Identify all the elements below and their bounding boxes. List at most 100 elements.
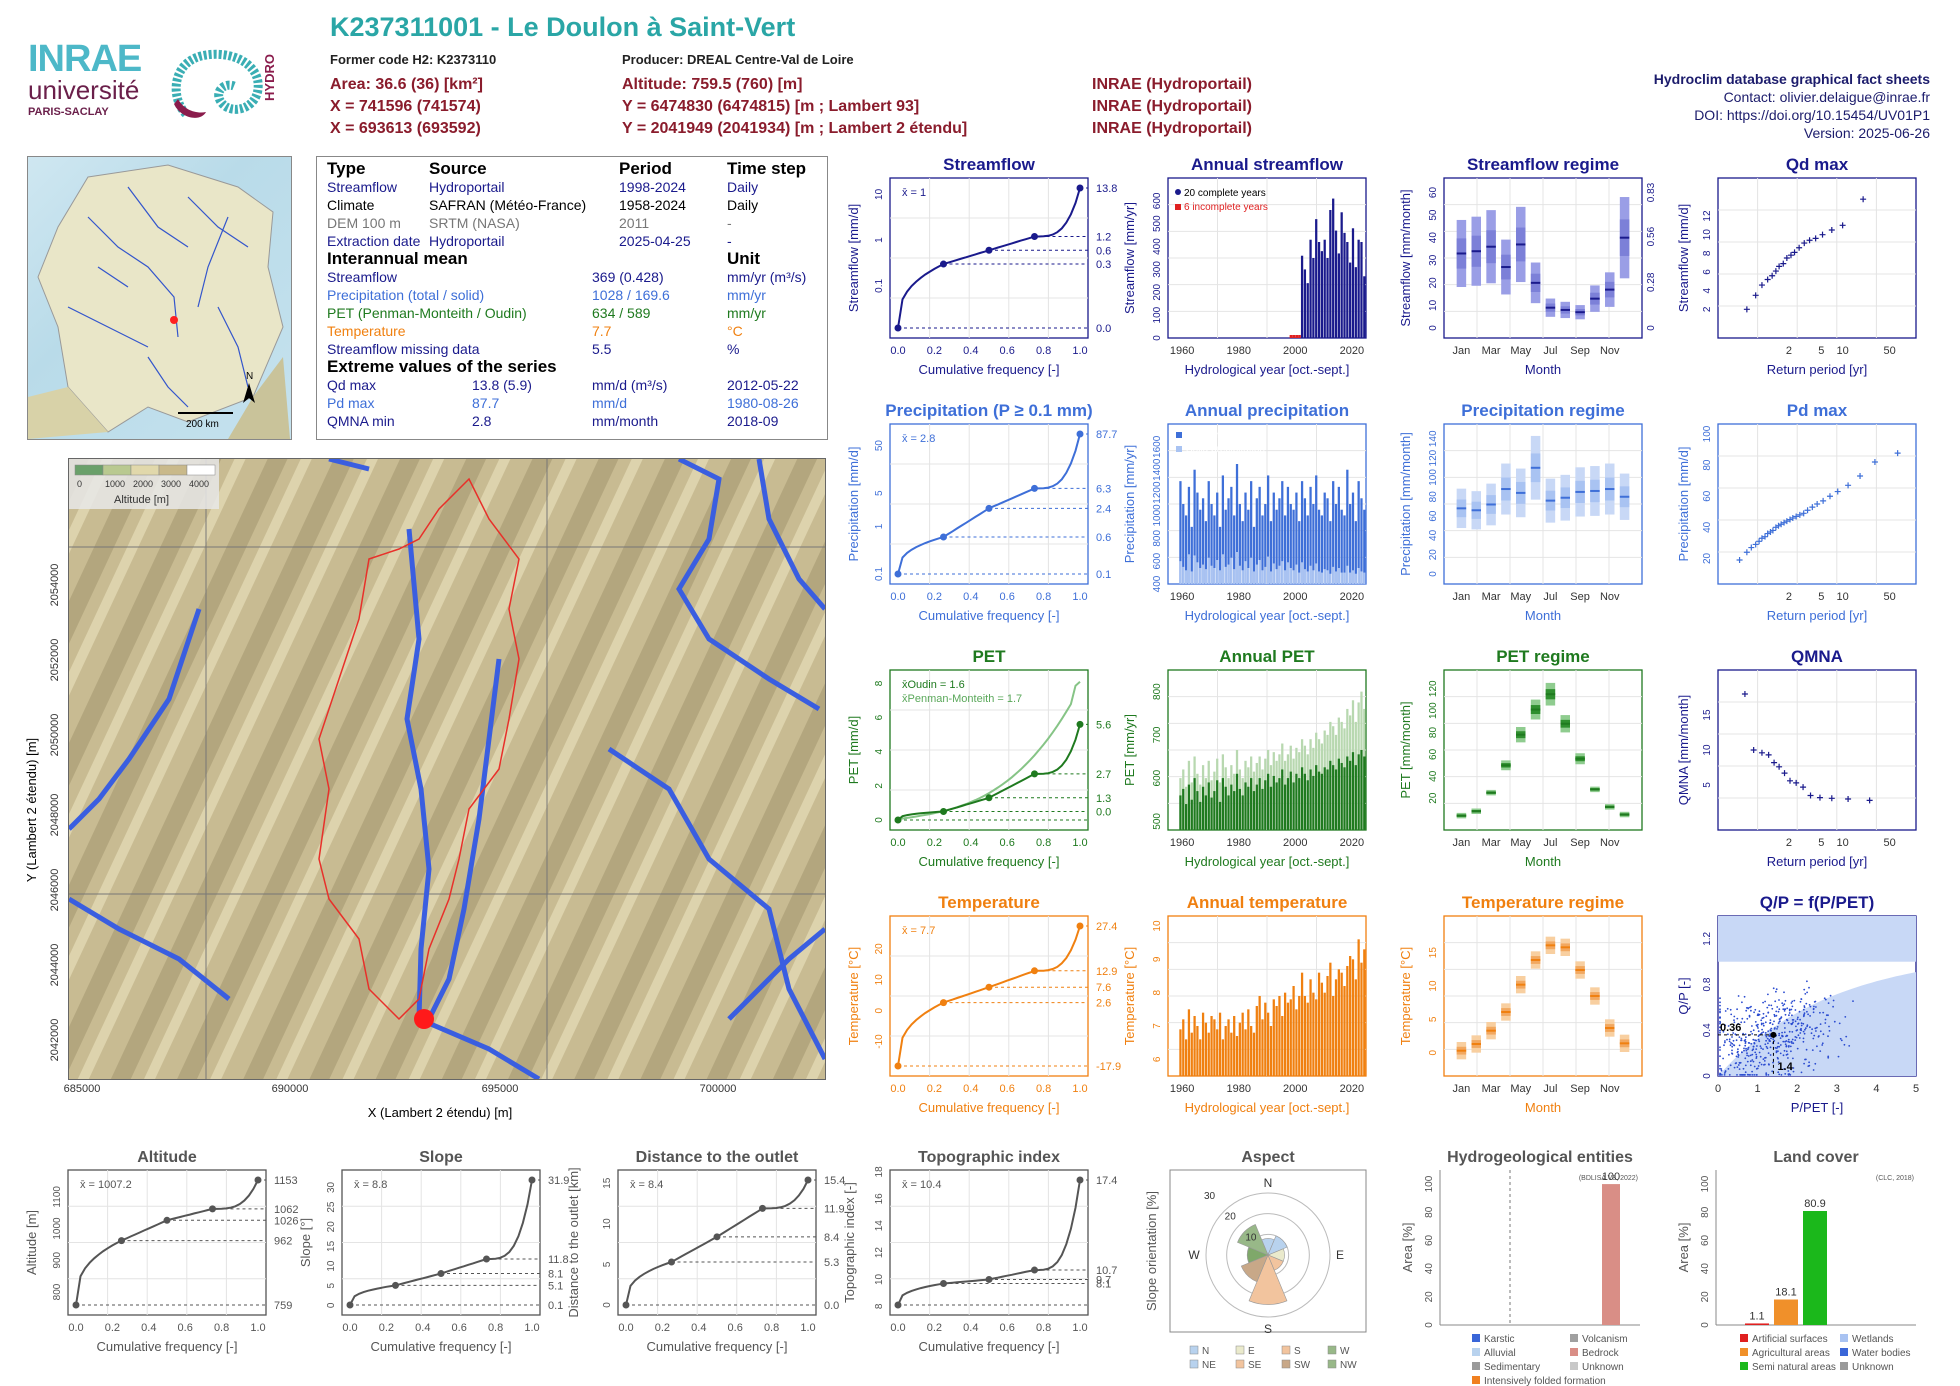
qp-point bbox=[1803, 1032, 1806, 1035]
annual-bar-total bbox=[1199, 509, 1202, 584]
table-head-type: Type bbox=[327, 159, 366, 178]
qp-point bbox=[1748, 1014, 1751, 1017]
chart-title: Land cover bbox=[1773, 1149, 1858, 1166]
annual-bar bbox=[1292, 986, 1295, 1076]
qp-point bbox=[1788, 1012, 1791, 1014]
y-tick-label: 15 bbox=[602, 1177, 613, 1189]
extreme-qd-date: 2012-05-22 bbox=[727, 377, 799, 393]
annual-bar-solid bbox=[1267, 556, 1270, 584]
y-axis-label: Temperature [°C] bbox=[1398, 947, 1413, 1045]
category-bar bbox=[1602, 1184, 1620, 1325]
annual-bar-total bbox=[1309, 486, 1312, 584]
y-tick-label: -10 bbox=[874, 1034, 885, 1049]
qp-point bbox=[1719, 1008, 1721, 1011]
qp-point bbox=[1802, 1040, 1805, 1043]
annual-bar-total bbox=[1252, 526, 1256, 584]
y-tick-label: 500 bbox=[1152, 215, 1163, 232]
annual-bar bbox=[1179, 1029, 1182, 1076]
x-axis-label: Cumulative frequency [-] bbox=[371, 1339, 512, 1354]
qp-point bbox=[1812, 1037, 1815, 1040]
qp-point bbox=[1743, 1047, 1745, 1050]
qp-point bbox=[1753, 1074, 1756, 1076]
row-streamflow-source: Hydroportail bbox=[429, 179, 505, 195]
aspect-sector bbox=[1237, 1224, 1269, 1256]
return-period-point bbox=[1758, 535, 1765, 542]
annual-bar-total bbox=[1343, 515, 1346, 584]
annual-bar-total bbox=[1340, 509, 1343, 584]
x-tick-label: Sep bbox=[1570, 837, 1590, 849]
return-period-point bbox=[1752, 292, 1759, 299]
annual-bar bbox=[1309, 979, 1312, 1076]
map-y-tick: 2044000 bbox=[49, 944, 61, 987]
qp-point bbox=[1844, 1016, 1847, 1018]
france-river bbox=[217, 306, 249, 388]
annual-bar bbox=[1275, 1006, 1278, 1076]
annual-bar-solid bbox=[1210, 565, 1213, 584]
qp-point bbox=[1804, 1027, 1807, 1030]
row-streamflow-type: Streamflow bbox=[327, 179, 398, 195]
qp-point bbox=[1790, 1008, 1793, 1011]
annual-bar bbox=[1182, 1019, 1185, 1076]
x-tick-label: 1.0 bbox=[800, 1322, 815, 1334]
x-tick-label: 0.0 bbox=[890, 1083, 905, 1095]
qp-budyko-area bbox=[1718, 972, 1916, 1076]
quantile-point bbox=[940, 533, 947, 541]
qp-point bbox=[1783, 1068, 1786, 1070]
qp-point bbox=[1768, 1035, 1771, 1037]
aspect-legend-label: W bbox=[1340, 1346, 1350, 1357]
annual-bar bbox=[1244, 1029, 1247, 1076]
aspect-legend-swatch bbox=[1327, 1359, 1337, 1369]
qp-point bbox=[1728, 1038, 1731, 1041]
qp-point bbox=[1756, 1014, 1759, 1017]
qp-point bbox=[1802, 1022, 1805, 1025]
qp-point bbox=[1813, 1001, 1816, 1003]
return-period-point bbox=[1834, 488, 1841, 495]
annual-bar bbox=[1337, 253, 1340, 338]
aspect-legend-label: S bbox=[1294, 1346, 1301, 1357]
return-period-point bbox=[1791, 249, 1798, 256]
area: Area: 36.6 (36) [km²] bbox=[330, 76, 483, 93]
quantile-point bbox=[894, 570, 902, 578]
annual-bar bbox=[1346, 966, 1349, 1076]
annual-bar-oudin bbox=[1320, 773, 1324, 830]
y-tick-label: 100 bbox=[1428, 702, 1439, 719]
annual-bar bbox=[1315, 219, 1318, 338]
annual-bar-solid bbox=[1340, 572, 1343, 584]
qp-point bbox=[1787, 1057, 1789, 1059]
qp-point bbox=[1765, 1039, 1767, 1042]
return-period-point bbox=[1736, 557, 1743, 563]
interannual-title: Interannual mean bbox=[327, 249, 468, 268]
annual-bar-solid bbox=[1283, 570, 1287, 584]
qp-point bbox=[1744, 1044, 1747, 1047]
qp-point bbox=[1746, 1017, 1749, 1020]
qp-annotation: 0.36 bbox=[1720, 1022, 1741, 1034]
x-tick-label: 2000 bbox=[1283, 837, 1307, 849]
annual-bar-solid bbox=[1204, 569, 1208, 584]
right-tick-label: 17.4 bbox=[1096, 1175, 1117, 1187]
quantile-point bbox=[1076, 720, 1084, 728]
annual-bar-oudin bbox=[1283, 784, 1287, 830]
qp-point bbox=[1775, 1010, 1778, 1013]
row-extract-type: Extraction date bbox=[327, 233, 421, 249]
map-x-tick: 700000 bbox=[700, 1083, 737, 1095]
qp-point bbox=[1727, 1025, 1730, 1027]
x-tick-label: 5 bbox=[1818, 591, 1824, 603]
qp-point bbox=[1783, 1010, 1786, 1012]
north-arrow-icon bbox=[243, 383, 255, 403]
mean-label: x̄ = 8.4 bbox=[630, 1179, 663, 1191]
y-tick-label: 20 bbox=[1428, 792, 1439, 804]
annual-bar-total bbox=[1224, 509, 1227, 584]
qp-point bbox=[1827, 1055, 1830, 1058]
qp-point bbox=[1840, 1039, 1843, 1042]
qp-point bbox=[1802, 1008, 1805, 1011]
y-tick-label: 15 bbox=[326, 1240, 337, 1252]
annual-bar-total bbox=[1201, 498, 1205, 584]
doi-link[interactable]: DOI: https://doi.org/10.15454/UV01P1 bbox=[1694, 107, 1930, 123]
annual-bar-solid bbox=[1300, 562, 1304, 584]
aspect-direction-label: N bbox=[1264, 1176, 1273, 1190]
qp-point bbox=[1761, 1032, 1763, 1034]
qp-point bbox=[1747, 1048, 1749, 1051]
quantile-point bbox=[940, 1279, 947, 1287]
annual-bar-solid bbox=[1320, 572, 1324, 584]
quantile-point bbox=[209, 1205, 216, 1213]
